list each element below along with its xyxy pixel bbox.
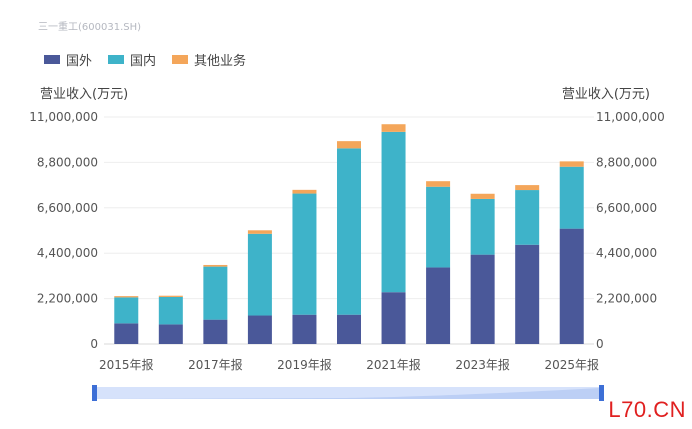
- bar-other: [426, 181, 451, 187]
- y-tick-label-right: 4,400,000: [596, 246, 657, 260]
- bar-other: [203, 264, 228, 267]
- bar-other: [559, 161, 584, 167]
- bar-domestic: [559, 166, 584, 229]
- bar-other: [114, 296, 139, 298]
- x-tick-label: 2017年报: [188, 357, 243, 372]
- bar-foreign: [470, 254, 495, 344]
- bar-domestic: [114, 297, 139, 324]
- y-tick-label-right: 11,000,000: [596, 110, 665, 124]
- y-tick-label-right: 8,800,000: [596, 155, 657, 169]
- bar-foreign: [515, 244, 540, 344]
- bar-foreign: [426, 267, 451, 344]
- y-tick-label-left: 4,400,000: [37, 246, 98, 260]
- bar-domestic: [158, 296, 183, 325]
- bar-other: [381, 124, 406, 132]
- legend-label-domestic: 国内: [130, 54, 157, 69]
- y-tick-label-right: 2,200,000: [596, 292, 657, 306]
- legend-label-other: 其他业务: [194, 54, 247, 69]
- y-tick-label-left: 6,600,000: [37, 201, 98, 215]
- bar-domestic: [515, 190, 540, 245]
- y-tick-label-left: 11,000,000: [29, 110, 98, 124]
- y-tick-label-right: 6,600,000: [596, 201, 657, 215]
- bar-domestic: [381, 131, 406, 293]
- y-axis-title-right: 营业收入(万元): [562, 87, 650, 102]
- bar-other: [337, 141, 361, 149]
- bar-domestic: [470, 198, 495, 255]
- bar-foreign: [158, 324, 183, 344]
- x-tick-label: 2023年报: [455, 357, 510, 372]
- legend-swatch-foreign: [44, 55, 60, 64]
- legend-item-foreign[interactable]: 国外: [44, 50, 92, 69]
- y-tick-label-left: 8,800,000: [37, 155, 98, 169]
- x-tick-label: 2021年报: [366, 357, 421, 372]
- bar-foreign: [203, 319, 228, 344]
- legend-swatch-other: [172, 55, 189, 64]
- chart-subtitle: 三一重工(600031.SH): [38, 22, 142, 33]
- bar-other: [247, 230, 272, 234]
- legend: 国外 国内 其他业务: [44, 50, 246, 69]
- bar-other: [158, 295, 183, 297]
- bar-domestic: [337, 148, 361, 315]
- legend-swatch-domestic: [108, 55, 125, 64]
- y-tick-label-left: 2,200,000: [37, 292, 98, 306]
- y-tick-label-right: 0: [596, 337, 604, 351]
- slider-preview-area: [96, 388, 600, 399]
- legend-item-other[interactable]: 其他业务: [172, 50, 246, 69]
- bar-domestic: [292, 193, 317, 315]
- legend-item-domestic[interactable]: 国内: [108, 50, 156, 69]
- bar-foreign: [247, 315, 272, 344]
- bar-domestic: [203, 266, 228, 320]
- bar-domestic: [426, 186, 451, 268]
- watermark: L70.CN: [608, 397, 686, 422]
- bar-foreign: [337, 314, 361, 344]
- slider-handle-right[interactable]: [599, 385, 604, 401]
- zoom-slider[interactable]: [92, 385, 604, 401]
- bar-other: [470, 193, 495, 199]
- bar-foreign: [114, 323, 139, 344]
- y-tick-label-left: 0: [90, 337, 98, 351]
- bar-domestic: [247, 233, 272, 316]
- x-tick-label: 2025年报: [544, 357, 599, 372]
- bar-other: [515, 185, 540, 191]
- x-tick-label: 2015年报: [99, 357, 154, 372]
- legend-label-foreign: 国外: [66, 54, 93, 69]
- slider-handle-left[interactable]: [92, 385, 97, 401]
- y-axis-title-left: 营业收入(万元): [40, 87, 128, 102]
- bar-foreign: [559, 228, 584, 344]
- bar-other: [292, 189, 317, 194]
- bar-foreign: [292, 314, 317, 344]
- x-tick-label: 2019年报: [277, 357, 332, 372]
- bar-foreign: [381, 292, 406, 344]
